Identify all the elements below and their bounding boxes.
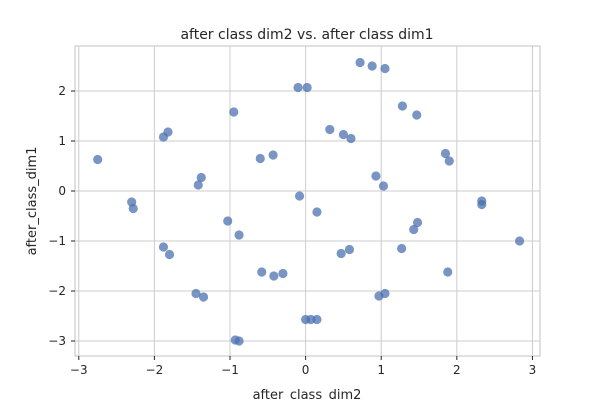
y-axis-label: after_class_dim1 [25,147,40,256]
x-tick-label: 0 [302,363,310,377]
data-point [477,199,487,210]
x-tick-label: 1 [377,363,385,377]
data-point [355,57,365,68]
data-point [257,267,267,277]
plot-frame [74,45,541,357]
x-axis-label: after_class_dim2 [253,388,362,400]
data-point [346,133,356,144]
data-point [294,191,305,201]
data-point [269,271,279,281]
data-point [514,236,525,246]
x-tick-label: −2 [146,363,164,377]
data-point [443,267,453,277]
data-point [336,248,346,259]
data-point [312,314,322,325]
grid-lines [75,46,540,356]
data-point [293,82,303,93]
data-point [397,243,407,254]
y-tick-label: 1 [58,134,66,148]
data-point [93,154,103,165]
data-point [255,153,265,164]
data-point [223,216,233,226]
data-point [302,82,312,93]
x-tick-label: 3 [529,363,537,377]
x-tick-label: −3 [70,363,88,377]
y-tick-label: 0 [58,184,66,198]
data-point [193,180,203,190]
data-point [412,110,422,120]
data-point [367,61,377,71]
data-point [198,292,209,302]
data-point [268,150,278,160]
y-ticks: −3 −2 −1 0 1 2 [48,84,75,348]
data-point [380,63,390,74]
data-point [164,249,175,260]
data-point [312,207,322,217]
data-point [412,217,423,228]
y-tick-label: −3 [48,334,66,348]
y-tick-label: −1 [48,234,66,248]
data-point [158,242,169,252]
data-point [338,129,349,140]
y-tick-label: −2 [48,284,66,298]
data-point [371,171,381,181]
data-point [128,203,138,214]
x-ticks: −3 −2 −1 0 1 2 3 [70,356,536,377]
y-tick-label: 2 [58,84,66,98]
x-tick-label: −1 [221,363,239,377]
data-point [278,268,288,279]
data-point [380,288,390,299]
data-point [196,172,206,183]
data-point [234,230,244,240]
data-point [191,288,201,299]
data-point [378,181,389,191]
data-point [444,156,454,166]
data-points [93,57,525,346]
data-point [344,244,355,255]
chart-title: after class dim2 vs. after class dim1 [180,27,433,43]
data-point [397,101,407,111]
data-point [409,224,419,235]
data-point [440,148,451,159]
data-point [163,127,173,137]
x-tick-label: 2 [453,363,461,377]
data-point [234,336,244,346]
data-point [325,124,335,135]
data-point [229,107,239,117]
